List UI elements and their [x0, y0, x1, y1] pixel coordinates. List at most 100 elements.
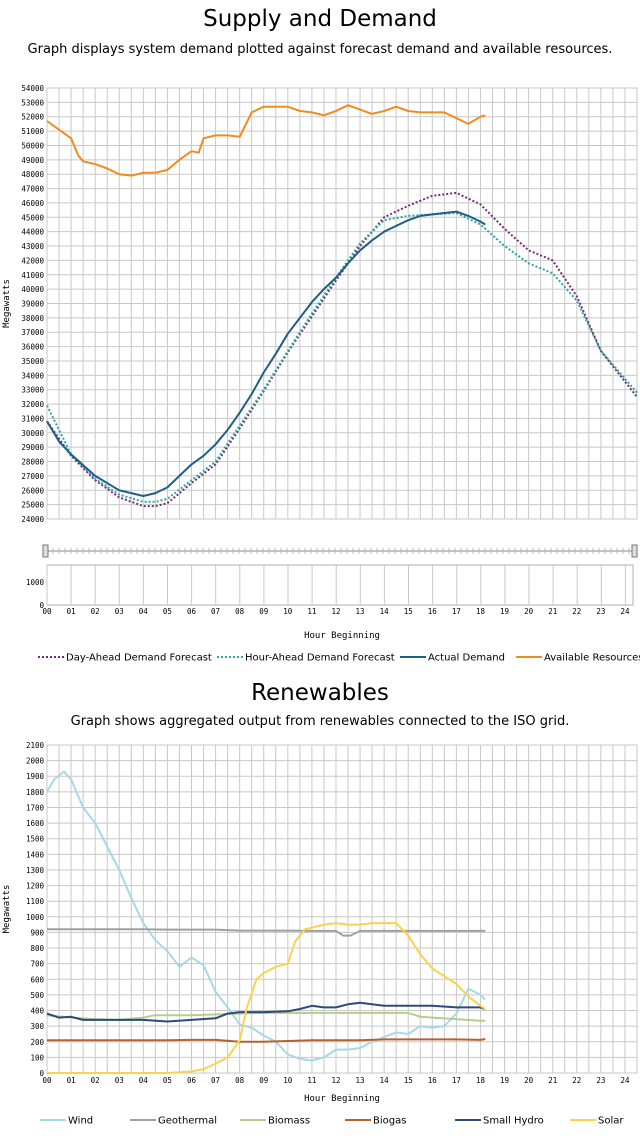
- y-tick-label: 2100: [26, 741, 45, 750]
- legend-label: Wind: [68, 1116, 93, 1127]
- y-tick-label: 1600: [26, 819, 45, 828]
- y-tick-label: 35000: [21, 357, 44, 366]
- x-tick-label: 19: [500, 1076, 509, 1085]
- chart-0: 2400025000260002700028000290003000031000…: [2, 84, 640, 664]
- chart-subtitle-supply-demand: Graph displays system demand plotted aga…: [27, 42, 613, 57]
- y-tick-label: 400: [30, 1007, 44, 1016]
- legend-label: Day-Ahead Demand Forecast: [66, 653, 212, 664]
- series-line-small-hydro: [46, 1001, 486, 1023]
- x-tick-label: 05: [163, 1076, 172, 1085]
- x-tick-label: 16: [428, 607, 438, 616]
- x-tick-label: 09: [259, 1076, 268, 1085]
- x-tick-label: 10: [283, 607, 293, 616]
- x-tick-label: 11: [307, 1076, 316, 1085]
- x-tick-label: 06: [187, 607, 197, 616]
- y-tick-label: 34000: [21, 371, 44, 380]
- legend-label: Actual Demand: [428, 653, 505, 664]
- y-tick-label: 45000: [21, 213, 44, 222]
- legend-label: Biomass: [268, 1116, 310, 1127]
- y-tick-label: 48000: [21, 170, 44, 179]
- y-axis-label: Megawatts: [2, 279, 12, 328]
- x-tick-label: 15: [404, 1076, 413, 1085]
- x-axis-label: Hour Beginning: [304, 1094, 380, 1104]
- y-tick-label: 100: [30, 1053, 44, 1062]
- x-tick-label: 23: [596, 607, 605, 616]
- x-tick-label: 24: [620, 1076, 630, 1085]
- y-tick-label: 38000: [21, 314, 44, 323]
- y-tick-label: 42000: [21, 256, 44, 265]
- y-tick-label: 500: [30, 991, 44, 1000]
- y-tick-label: 41000: [21, 271, 44, 280]
- navigator-tick-label: 1000: [26, 578, 45, 587]
- x-tick-label: 23: [596, 1076, 605, 1085]
- x-tick-label: 11: [307, 607, 316, 616]
- series-line-available-resources: [46, 104, 486, 177]
- y-tick-label: 40000: [21, 285, 44, 294]
- y-tick-label: 1800: [26, 788, 45, 797]
- series-line-hour-ahead-demand-forecast: [46, 212, 638, 503]
- y-tick-label: 47000: [21, 185, 44, 194]
- y-tick-label: 37000: [21, 328, 44, 337]
- x-tick-label: 17: [452, 607, 461, 616]
- legend-label: Small Hydro: [483, 1116, 544, 1127]
- x-tick-label: 21: [548, 607, 557, 616]
- y-tick-label: 28000: [21, 458, 44, 467]
- x-tick-label: 18: [476, 1076, 486, 1085]
- x-tick-label: 13: [356, 607, 365, 616]
- y-tick-label: 50000: [21, 141, 44, 150]
- x-tick-label: 08: [235, 607, 245, 616]
- y-tick-label: 0: [39, 1069, 44, 1078]
- x-tick-label: 08: [235, 1076, 245, 1085]
- legend-label: Biogas: [373, 1116, 406, 1127]
- series-line-wind: [46, 770, 486, 1062]
- x-tick-label: 02: [91, 607, 100, 616]
- x-tick-label: 07: [211, 607, 220, 616]
- navigator-right-handle[interactable]: [631, 544, 638, 558]
- y-tick-label: 1500: [26, 835, 45, 844]
- y-tick-label: 52000: [21, 113, 44, 122]
- x-tick-label: 01: [67, 1076, 76, 1085]
- legend-label: Hour-Ahead Demand Forecast: [245, 653, 395, 664]
- y-axis-label: Megawatts: [2, 885, 12, 934]
- x-tick-label: 21: [548, 1076, 557, 1085]
- y-tick-label: 54000: [21, 84, 44, 93]
- time-navigator[interactable]: 1000 0: [26, 544, 638, 610]
- x-tick-label: 03: [115, 1076, 124, 1085]
- series-line-solar: [47, 922, 486, 1074]
- chart-title-renewables: Renewables: [251, 680, 389, 706]
- x-tick-label: 12: [331, 1076, 340, 1085]
- y-tick-label: 33000: [21, 386, 44, 395]
- y-tick-label: 53000: [21, 98, 44, 107]
- x-tick-label: 02: [91, 1076, 100, 1085]
- y-tick-label: 700: [30, 960, 44, 969]
- x-tick-label: 14: [380, 607, 390, 616]
- x-tick-label: 12: [331, 607, 340, 616]
- y-tick-label: 1400: [26, 850, 45, 859]
- y-tick-label: 1100: [26, 897, 45, 906]
- legend-label: Solar: [598, 1116, 624, 1127]
- x-tick-label: 19: [500, 607, 509, 616]
- series-line-geothermal: [47, 928, 486, 937]
- x-tick-label: 22: [572, 607, 581, 616]
- x-tick-label: 22: [572, 1076, 581, 1085]
- navigator-tick-label: 0: [39, 601, 44, 610]
- plot-area: [46, 744, 638, 1074]
- legend-label: Geothermal: [158, 1116, 217, 1127]
- y-tick-label: 44000: [21, 228, 44, 237]
- x-tick-label: 16: [428, 1076, 438, 1085]
- series-line-biogas: [47, 1038, 486, 1043]
- y-tick-label: 1700: [26, 803, 45, 812]
- y-tick-label: 31000: [21, 414, 44, 423]
- series-line-actual-demand: [46, 210, 486, 497]
- y-tick-label: 27000: [21, 472, 44, 481]
- y-tick-label: 26000: [21, 486, 44, 495]
- x-tick-label: 06: [187, 1076, 197, 1085]
- y-tick-label: 43000: [21, 242, 44, 251]
- y-tick-label: 36000: [21, 343, 44, 352]
- y-tick-label: 1900: [26, 772, 45, 781]
- x-tick-label: 03: [115, 607, 124, 616]
- navigator-left-handle[interactable]: [42, 544, 49, 558]
- x-tick-label: 18: [476, 607, 486, 616]
- x-tick-label: 00: [42, 1076, 52, 1085]
- x-tick-label: 00: [42, 607, 52, 616]
